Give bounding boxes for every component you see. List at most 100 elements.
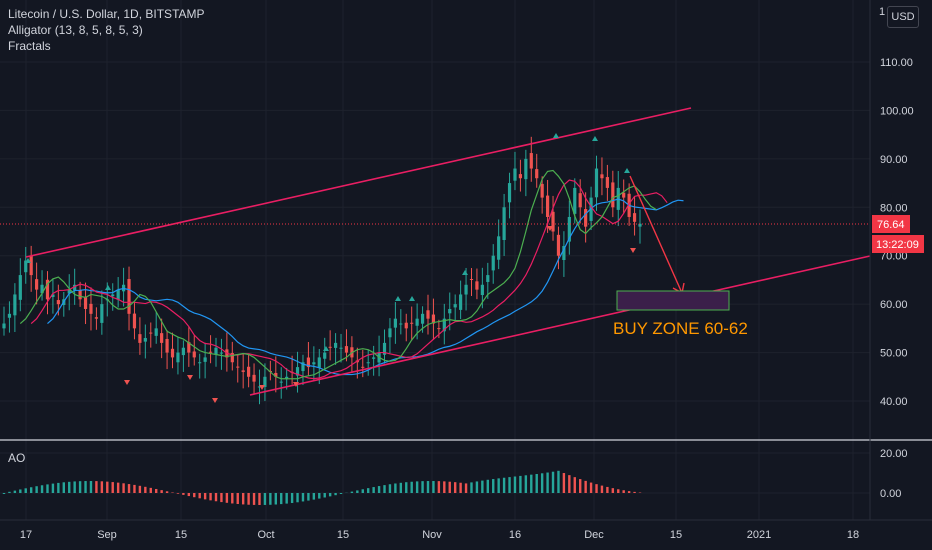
candle-body xyxy=(279,381,283,383)
ao-tick-label: 20.00 xyxy=(880,448,908,460)
ao-bar xyxy=(595,484,598,493)
ao-bar xyxy=(57,482,60,493)
ao-legend[interactable]: AO xyxy=(8,451,26,465)
ao-bar xyxy=(19,489,22,493)
buy-zone-rect[interactable] xyxy=(616,290,730,311)
candle-body xyxy=(247,366,251,377)
candle-body xyxy=(480,284,484,296)
fractal-up-marker xyxy=(25,258,31,263)
candle-body xyxy=(382,342,387,355)
ao-bar xyxy=(470,482,473,493)
candle-body xyxy=(154,328,158,336)
price-tick-label: 50.00 xyxy=(880,348,908,360)
fractal-down-marker xyxy=(630,248,636,253)
ao-bar xyxy=(410,481,413,493)
fractal-up-marker xyxy=(462,270,468,275)
candle-body xyxy=(513,168,517,181)
ao-axis[interactable]: 20.00 0.00 xyxy=(880,448,908,500)
candle-body xyxy=(622,192,626,198)
candle-body xyxy=(295,367,300,376)
candle-body xyxy=(35,279,39,290)
ao-bar xyxy=(530,474,533,493)
candle-body xyxy=(562,246,566,260)
candle-body xyxy=(333,342,338,348)
ao-bar xyxy=(600,485,604,493)
candle-body xyxy=(486,275,490,282)
ao-bar xyxy=(258,493,261,505)
ao-tick-label: 0.00 xyxy=(880,488,901,500)
currency-button[interactable]: USD xyxy=(887,6,919,28)
ao-bar xyxy=(432,481,435,493)
time-tick-label: Oct xyxy=(257,529,274,541)
candle-body xyxy=(632,213,637,222)
ao-bar xyxy=(46,484,49,493)
ao-histogram xyxy=(2,470,642,505)
ao-bar xyxy=(356,490,359,493)
time-axis[interactable]: 17 Sep 15 Oct 15 Nov 16 Dec 15 2021 18 xyxy=(20,529,859,541)
ao-bar xyxy=(568,475,571,493)
ao-bar xyxy=(448,481,451,493)
candle-body xyxy=(442,318,446,332)
candle-body xyxy=(149,332,153,334)
price-tick-label: 60.00 xyxy=(880,299,908,311)
candle-body xyxy=(257,386,262,388)
candle-body xyxy=(143,338,147,342)
ao-bar xyxy=(182,493,185,495)
fractal-up-marker xyxy=(592,136,598,141)
price-axis[interactable]: 110.00 100.00 90.00 80.00 70.00 60.00 50.00 40.… xyxy=(880,57,914,408)
ao-bar xyxy=(252,493,256,505)
ao-bar xyxy=(95,481,98,493)
candle-body xyxy=(7,313,12,318)
time-tick-label: 15 xyxy=(337,529,349,541)
ao-bar xyxy=(209,493,212,501)
ao-bar xyxy=(155,488,158,493)
channel-lower-line[interactable] xyxy=(249,255,871,396)
ao-bar xyxy=(394,483,397,493)
candle-body xyxy=(448,308,452,314)
channel-upper-line[interactable] xyxy=(25,107,692,258)
ao-bar xyxy=(241,493,245,505)
candle-body xyxy=(181,347,185,356)
price-tick-label: 110.00 xyxy=(880,57,913,69)
candle-body xyxy=(83,297,88,309)
symbol-title[interactable]: Litecoin / U.S. Dollar, 1D, BITSTAMP xyxy=(8,7,205,21)
candle-body xyxy=(388,328,392,338)
candle-body xyxy=(459,294,463,310)
candle-body xyxy=(78,290,82,300)
candle-body xyxy=(366,362,370,364)
candle-body xyxy=(165,338,169,353)
ao-bar xyxy=(383,485,386,493)
ao-bar xyxy=(399,482,403,493)
candle-body xyxy=(420,313,425,324)
ao-bar xyxy=(2,493,6,494)
ao-bar xyxy=(562,473,566,493)
candle-body xyxy=(29,255,33,276)
ao-bar xyxy=(584,480,587,493)
candle-body xyxy=(469,278,474,280)
ao-bar xyxy=(372,487,375,493)
candle-body xyxy=(176,352,180,363)
candle-body xyxy=(410,322,414,324)
price-tick-label: 80.00 xyxy=(880,202,908,214)
fractals-legend[interactable]: Fractals xyxy=(8,39,51,53)
alligator-legend[interactable]: Alligator (13, 8, 5, 8, 5, 3) xyxy=(8,23,143,37)
candle-body xyxy=(285,376,289,380)
candle-body xyxy=(160,333,164,343)
ao-bar xyxy=(415,481,419,493)
candle-body xyxy=(317,357,321,368)
ao-bar xyxy=(290,493,294,503)
candle-body xyxy=(578,193,582,208)
candle-body xyxy=(241,370,245,372)
candle-body xyxy=(404,322,408,329)
candle-body xyxy=(263,376,267,387)
time-tick-label: 18 xyxy=(847,529,859,541)
ao-bar xyxy=(127,484,131,493)
price-tick-label: 100.00 xyxy=(880,105,914,117)
candle-body xyxy=(594,168,599,198)
alligator-jaw-line xyxy=(47,198,684,376)
candle-body xyxy=(518,174,523,179)
candle-body xyxy=(605,177,609,188)
ao-bar xyxy=(540,473,544,493)
fractal-down-marker xyxy=(124,380,130,385)
